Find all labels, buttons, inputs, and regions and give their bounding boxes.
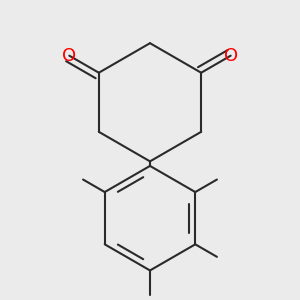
Text: O: O: [62, 47, 76, 65]
Text: O: O: [224, 47, 238, 65]
